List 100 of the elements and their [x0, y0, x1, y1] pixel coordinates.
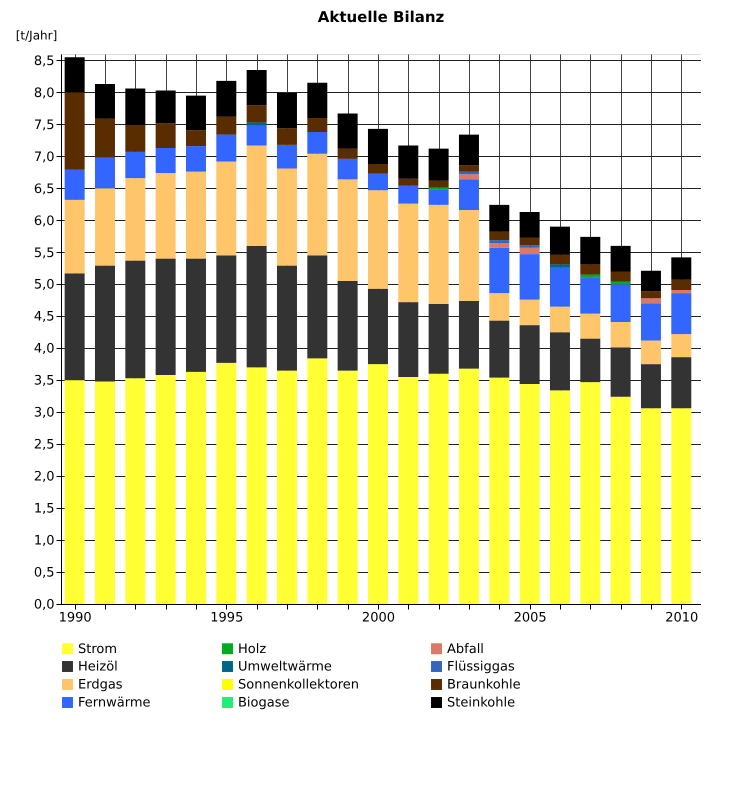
legend-label: Heizöl	[78, 660, 118, 674]
bar	[216, 134, 236, 162]
bar	[307, 358, 328, 604]
bar	[580, 264, 600, 275]
bar	[186, 146, 206, 172]
bar	[671, 408, 692, 604]
bar	[398, 178, 418, 186]
x-tick-label: 2010	[665, 610, 698, 626]
bar	[94, 118, 115, 158]
bar	[307, 154, 328, 256]
bar	[428, 190, 449, 205]
bar	[94, 84, 115, 119]
bar	[458, 179, 479, 210]
bar	[156, 123, 176, 148]
bar	[186, 258, 206, 372]
bar	[428, 148, 449, 181]
bar	[156, 375, 176, 604]
bar	[520, 212, 540, 238]
legend-label: Braunkohle	[447, 678, 521, 692]
bar	[125, 88, 146, 125]
bar	[216, 80, 236, 117]
bar	[276, 128, 297, 145]
bar	[307, 82, 328, 118]
bar	[338, 370, 358, 604]
bar	[276, 144, 297, 168]
bar	[671, 357, 692, 408]
bar	[610, 246, 631, 272]
bar	[550, 390, 570, 604]
bar	[398, 186, 418, 204]
bar	[246, 105, 267, 122]
bar	[307, 255, 328, 358]
bar	[610, 348, 631, 397]
y-tick-label: 3,0	[34, 406, 54, 421]
y-tick-label: 8,5	[34, 54, 54, 69]
bar	[458, 165, 479, 172]
bar	[580, 382, 600, 604]
bar	[458, 368, 479, 604]
bar	[94, 266, 115, 382]
bar	[216, 362, 236, 604]
x-tick-label: 2000	[362, 610, 396, 626]
bar	[276, 266, 297, 371]
bar	[156, 172, 176, 259]
bar	[520, 238, 540, 246]
legend-label: Fernwärme	[78, 696, 150, 710]
bar	[94, 158, 115, 188]
bar	[428, 204, 449, 304]
x-tick-label: 1995	[210, 610, 244, 626]
y-tick-label: 2,5	[34, 438, 54, 453]
bar	[125, 178, 146, 261]
y-tick-label: 7,0	[34, 150, 54, 165]
bar	[520, 245, 540, 248]
bar	[671, 280, 692, 290]
bar	[428, 374, 449, 604]
bar	[458, 210, 479, 301]
bar	[246, 246, 267, 368]
bar	[458, 174, 479, 180]
bar	[671, 293, 692, 334]
x-tick-label: 2005	[514, 610, 547, 626]
bar	[398, 376, 418, 604]
y-tick-label: 7,5	[34, 118, 54, 133]
bar	[550, 332, 570, 390]
bar	[640, 270, 661, 292]
bar	[550, 264, 570, 268]
y-tick-label: 0,5	[34, 566, 54, 581]
legend-label: Holz	[238, 642, 266, 657]
bar	[398, 204, 418, 302]
bar	[368, 174, 388, 190]
bar	[489, 240, 510, 244]
bar	[550, 268, 570, 307]
bar	[398, 302, 418, 377]
bar	[489, 378, 510, 604]
bar	[64, 200, 85, 274]
bar	[580, 236, 600, 264]
bar	[640, 303, 661, 341]
y-axis-title: [t/Jahr]	[16, 28, 58, 42]
bar	[368, 128, 388, 164]
chart-title: Aktuelle Bilanz	[318, 8, 445, 26]
bar	[580, 314, 600, 339]
bar	[550, 254, 570, 264]
bar	[640, 408, 661, 604]
bar	[125, 124, 146, 152]
bar	[64, 380, 85, 604]
bar	[246, 122, 267, 126]
y-tick-label: 4,5	[34, 310, 54, 325]
bar	[94, 188, 115, 266]
bar	[671, 290, 692, 294]
legend-label: Steinkohle	[447, 696, 516, 710]
bar	[156, 90, 176, 124]
bar	[125, 152, 146, 178]
legend-label: Flüssiggas	[447, 660, 515, 674]
bar	[550, 226, 570, 255]
bar	[398, 145, 418, 179]
y-tick-label: 0,0	[34, 598, 54, 612]
bar	[338, 179, 358, 282]
bar	[276, 93, 297, 128]
legend-label: Biogase	[238, 696, 290, 710]
bar	[94, 381, 115, 604]
y-tick-label: 5,5	[34, 246, 54, 261]
bar	[338, 113, 358, 149]
bar	[640, 340, 661, 364]
